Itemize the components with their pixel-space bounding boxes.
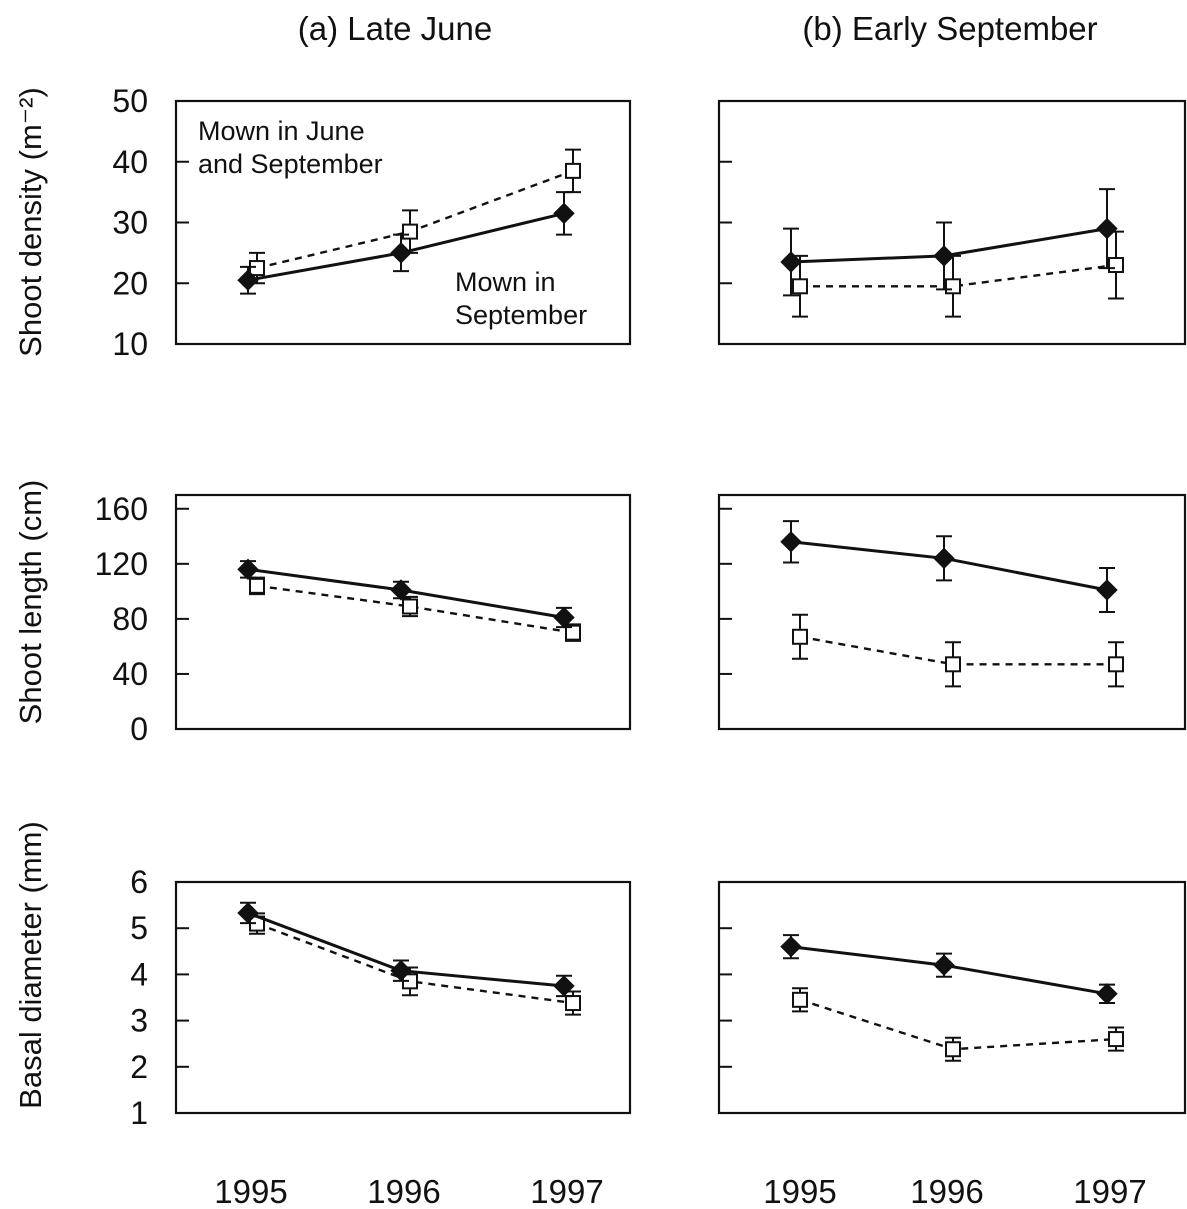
marker-open-square bbox=[402, 223, 418, 240]
marker-filled-diamond bbox=[237, 558, 259, 581]
panel-shoot-density-late-june: 10 20 30 40 50 bbox=[112, 83, 632, 362]
marker-open-square bbox=[565, 995, 581, 1012]
y-tick-label: 1 bbox=[130, 1095, 148, 1131]
x-tick-label: 1996 bbox=[367, 1173, 440, 1209]
marker-open-square bbox=[565, 624, 581, 641]
panel-frame bbox=[717, 493, 1187, 731]
series-line-mown-june-september bbox=[256, 922, 574, 1005]
marker-filled-diamond bbox=[933, 245, 955, 267]
y-tick-label: 80 bbox=[112, 601, 148, 637]
y-tick-label: 10 bbox=[112, 326, 148, 362]
series-line-mown-june-september bbox=[256, 584, 574, 634]
y-tick-label: 0 bbox=[130, 711, 148, 747]
column-title-early-september: (b) Early September bbox=[802, 10, 1097, 47]
y-tick-label: 3 bbox=[130, 1003, 148, 1039]
annotation-mown-june-september-line2: and September bbox=[198, 149, 383, 179]
marker-open-square bbox=[249, 577, 265, 594]
x-tick-label: 1995 bbox=[763, 1173, 836, 1209]
y-tick-label: 160 bbox=[95, 491, 148, 527]
marker-open-square bbox=[565, 162, 581, 179]
annotation-mown-june-september-line1: Mown in June bbox=[198, 116, 365, 146]
marker-filled-diamond bbox=[390, 959, 412, 982]
marker-filled-diamond bbox=[780, 251, 802, 273]
y-tick-label: 6 bbox=[130, 864, 148, 900]
x-tick-label: 1996 bbox=[910, 1173, 983, 1209]
series-line-mown-june-september bbox=[799, 635, 1116, 666]
marker-filled-diamond bbox=[1096, 217, 1118, 240]
y-tick-label: 4 bbox=[130, 956, 148, 992]
series-line-mown-june-september bbox=[800, 263, 1117, 288]
series-line-mown-september bbox=[790, 540, 1108, 592]
column-title-late-june: (a) Late June bbox=[298, 10, 492, 47]
marker-open-square bbox=[792, 991, 808, 1008]
panel-frame bbox=[174, 880, 632, 1115]
marker-filled-diamond bbox=[780, 935, 802, 958]
panel-shoot-length-late-june: 0 40 80 120 160 bbox=[95, 491, 632, 747]
annotation-mown-september-line1: Mown in bbox=[455, 267, 556, 297]
marker-open-square bbox=[792, 278, 808, 295]
marker-open-square bbox=[1108, 656, 1124, 673]
y-tick-label: 120 bbox=[95, 546, 148, 582]
y-tick-label: 20 bbox=[112, 265, 148, 301]
marker-open-square bbox=[1108, 1031, 1124, 1048]
y-tick-label: 40 bbox=[112, 144, 148, 180]
x-tick-label: 1997 bbox=[1073, 1173, 1146, 1209]
panel-shoot-density-early-september bbox=[717, 99, 1187, 346]
marker-open-square bbox=[792, 628, 808, 645]
x-tick-label: 1995 bbox=[214, 1173, 287, 1209]
marker-open-square bbox=[249, 260, 265, 277]
y-tick-label: 40 bbox=[112, 656, 148, 692]
marker-open-square bbox=[402, 598, 418, 615]
panel-frame bbox=[717, 880, 1187, 1115]
y-tick-label: 30 bbox=[112, 205, 148, 241]
panel-frame bbox=[174, 493, 632, 731]
marker-filled-diamond bbox=[1096, 983, 1118, 1005]
marker-filled-diamond bbox=[237, 269, 259, 291]
marker-open-square bbox=[945, 656, 961, 673]
marker-filled-diamond bbox=[553, 202, 575, 225]
panel-basal-diameter-late-june: 1 2 3 4 5 6 1995 1996 1997 bbox=[130, 864, 632, 1209]
marker-filled-diamond bbox=[933, 954, 955, 976]
marker-filled-diamond bbox=[780, 531, 802, 553]
marker-filled-diamond bbox=[1096, 579, 1118, 601]
marker-filled-diamond bbox=[390, 579, 412, 601]
marker-open-square bbox=[945, 278, 961, 295]
marker-filled-diamond bbox=[933, 547, 955, 570]
marker-filled-diamond bbox=[390, 242, 412, 264]
marker-open-square bbox=[1108, 257, 1124, 274]
x-tick-label: 1997 bbox=[530, 1173, 603, 1209]
y-tick-label: 50 bbox=[112, 83, 148, 119]
annotation-mown-september-line2: September bbox=[455, 300, 587, 330]
y-tick-label: 5 bbox=[130, 910, 148, 946]
marker-filled-diamond bbox=[553, 606, 575, 629]
ylabel-shoot-length: Shoot length (cm) bbox=[13, 480, 48, 725]
panel-basal-diameter-early-september: 1995 1996 1997 bbox=[717, 880, 1187, 1209]
marker-filled-diamond bbox=[237, 902, 259, 924]
marker-filled-diamond bbox=[553, 975, 575, 997]
ylabel-basal-diameter: Basal diameter (mm) bbox=[13, 821, 48, 1109]
y-tick-label: 2 bbox=[130, 1049, 148, 1085]
marker-open-square bbox=[945, 1041, 961, 1058]
ylabel-shoot-density: Shoot density (m⁻²) bbox=[13, 87, 48, 357]
panel-shoot-length-early-september bbox=[717, 493, 1187, 731]
